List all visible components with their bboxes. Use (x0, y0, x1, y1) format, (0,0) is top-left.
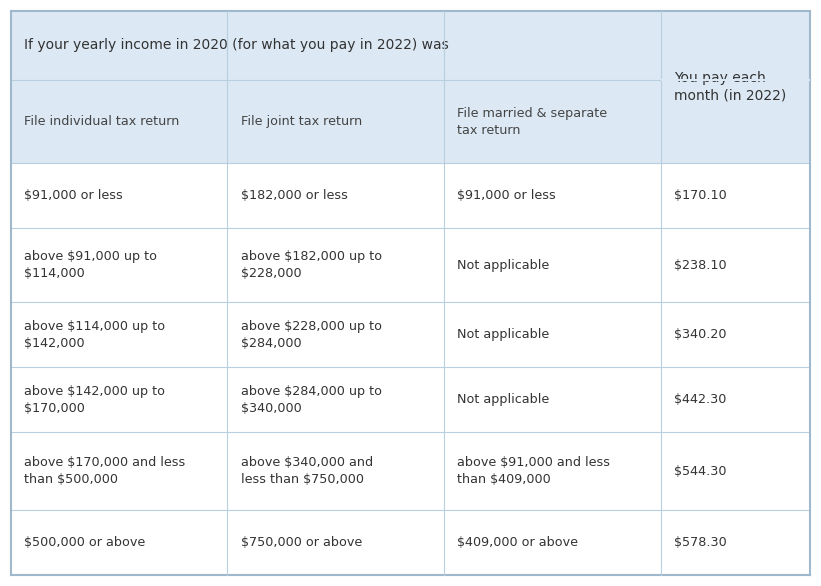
Bar (444, 163, 661, 228)
Bar (227, 302, 444, 367)
Bar (227, 432, 444, 510)
Text: above $91,000 and less
than $409,000: above $91,000 and less than $409,000 (457, 456, 610, 486)
Text: above $114,000 up to
$142,000: above $114,000 up to $142,000 (24, 320, 165, 350)
Bar (444, 302, 661, 367)
Bar (444, 367, 661, 432)
Bar (661, 228, 810, 302)
Text: $340.20: $340.20 (674, 328, 727, 341)
Bar (444, 432, 661, 510)
Text: $442.30: $442.30 (674, 393, 727, 406)
Bar (227, 80, 444, 163)
Text: $578.30: $578.30 (674, 536, 727, 550)
Bar (444, 510, 661, 575)
Bar (11, 367, 227, 432)
Text: $91,000 or less: $91,000 or less (24, 189, 122, 202)
Text: above $340,000 and
less than $750,000: above $340,000 and less than $750,000 (241, 456, 373, 486)
Text: You pay each
month (in 2022): You pay each month (in 2022) (674, 70, 787, 103)
Text: $409,000 or above: $409,000 or above (457, 536, 578, 550)
Text: above $142,000 up to
$170,000: above $142,000 up to $170,000 (24, 385, 165, 415)
Text: $170.10: $170.10 (674, 189, 727, 202)
Text: $750,000 or above: $750,000 or above (241, 536, 362, 550)
Text: above $182,000 up to
$228,000: above $182,000 up to $228,000 (241, 250, 382, 280)
Text: File individual tax return: File individual tax return (24, 115, 179, 128)
Bar (11, 302, 227, 367)
Bar (661, 11, 810, 163)
Bar (11, 510, 227, 575)
Text: $91,000 or less: $91,000 or less (457, 189, 556, 202)
Text: above $228,000 up to
$284,000: above $228,000 up to $284,000 (241, 320, 382, 350)
Text: above $91,000 up to
$114,000: above $91,000 up to $114,000 (24, 250, 157, 280)
Bar (227, 367, 444, 432)
Text: If your yearly income in 2020 (for what you pay in 2022) was: If your yearly income in 2020 (for what … (24, 38, 448, 52)
Text: above $170,000 and less
than $500,000: above $170,000 and less than $500,000 (24, 456, 185, 486)
Bar (661, 367, 810, 432)
Text: $500,000 or above: $500,000 or above (24, 536, 145, 550)
Bar (661, 302, 810, 367)
Text: above $284,000 up to
$340,000: above $284,000 up to $340,000 (241, 385, 382, 415)
Bar (661, 79, 810, 81)
Bar (661, 510, 810, 575)
Bar (661, 163, 810, 228)
Text: Not applicable: Not applicable (457, 258, 549, 272)
Bar (444, 80, 661, 163)
Bar (11, 228, 227, 302)
Bar (444, 228, 661, 302)
Bar (227, 510, 444, 575)
Text: Not applicable: Not applicable (457, 328, 549, 341)
Bar (11, 80, 227, 163)
Bar (227, 163, 444, 228)
Text: Not applicable: Not applicable (457, 393, 549, 406)
Text: File joint tax return: File joint tax return (241, 115, 362, 128)
Bar (11, 163, 227, 228)
Text: $182,000 or less: $182,000 or less (241, 189, 347, 202)
Bar (227, 228, 444, 302)
Text: $238.10: $238.10 (674, 258, 727, 272)
Text: File married & separate
tax return: File married & separate tax return (457, 107, 608, 137)
Text: $544.30: $544.30 (674, 465, 727, 478)
Bar (11, 11, 661, 80)
Bar (11, 432, 227, 510)
Bar (661, 432, 810, 510)
